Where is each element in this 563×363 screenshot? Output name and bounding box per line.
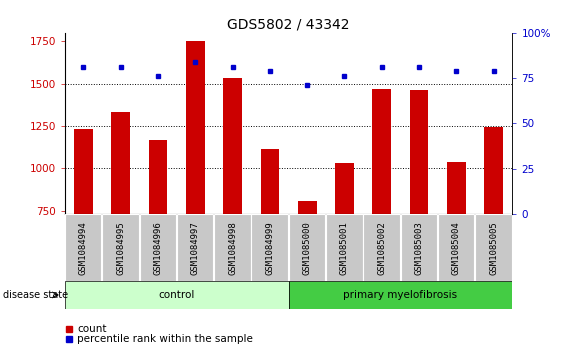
Bar	[484, 127, 503, 214]
Text: GSM1084996: GSM1084996	[154, 221, 163, 275]
Text: disease state: disease state	[3, 290, 68, 300]
Text: GSM1084995: GSM1084995	[116, 221, 125, 275]
Text: GSM1085004: GSM1085004	[452, 221, 461, 275]
Bar	[74, 129, 93, 214]
Text: GSM1085003: GSM1085003	[414, 221, 423, 275]
Bar	[447, 162, 466, 214]
Bar	[373, 89, 391, 214]
Bar	[65, 214, 101, 281]
Bar	[438, 214, 475, 281]
Text: GSM1084997: GSM1084997	[191, 221, 200, 275]
Text: GSM1084999: GSM1084999	[265, 221, 274, 275]
Text: GSM1085000: GSM1085000	[303, 221, 312, 275]
Bar	[289, 281, 512, 309]
Bar	[410, 90, 428, 214]
Bar	[289, 214, 325, 281]
Bar	[475, 214, 512, 281]
Bar	[65, 281, 289, 309]
Text: control: control	[158, 290, 195, 300]
Bar	[102, 214, 139, 281]
Text: count: count	[77, 323, 106, 334]
Bar	[252, 214, 288, 281]
Text: GSM1085002: GSM1085002	[377, 221, 386, 275]
Bar	[326, 214, 363, 281]
Bar	[363, 214, 400, 281]
Text: GSM1084994: GSM1084994	[79, 221, 88, 275]
Bar	[186, 41, 204, 214]
Bar	[177, 214, 213, 281]
Bar	[298, 201, 316, 214]
Bar	[214, 214, 251, 281]
Bar	[140, 214, 176, 281]
Bar	[111, 111, 130, 214]
Bar	[261, 149, 279, 214]
Text: GSM1085001: GSM1085001	[340, 221, 349, 275]
Title: GDS5802 / 43342: GDS5802 / 43342	[227, 17, 350, 32]
Bar	[149, 140, 167, 214]
Bar	[401, 214, 437, 281]
Bar	[224, 78, 242, 214]
Text: percentile rank within the sample: percentile rank within the sample	[77, 334, 253, 344]
Text: GSM1085005: GSM1085005	[489, 221, 498, 275]
Bar	[335, 163, 354, 214]
Text: GSM1084998: GSM1084998	[228, 221, 237, 275]
Text: primary myelofibrosis: primary myelofibrosis	[343, 290, 458, 300]
